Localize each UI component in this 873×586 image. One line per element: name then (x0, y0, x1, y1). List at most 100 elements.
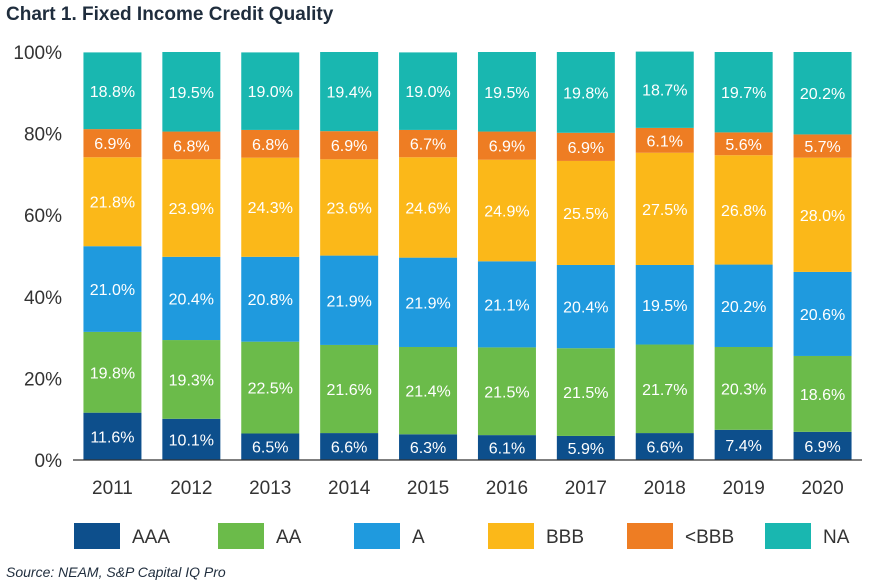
bar-bbb-2013 (241, 157, 300, 257)
bar-aaa-2014 (320, 433, 379, 460)
bar-bbb-2020 (793, 157, 852, 272)
data-label-aaa: 6.6% (647, 440, 683, 457)
x-tick-label: 2016 (486, 478, 528, 499)
bar-bbb-2011 (83, 157, 142, 247)
data-label-a: 21.9% (405, 295, 450, 312)
bar-aaa-2013 (241, 433, 300, 460)
legend-swatch-na (765, 523, 811, 549)
bar-aa-2011 (83, 331, 142, 413)
x-tick-label: 2012 (170, 478, 212, 499)
data-label-a: 20.2% (721, 299, 766, 316)
bar-aaa-2012 (162, 418, 221, 460)
data-label-aaa: 10.1% (169, 432, 214, 449)
data-label-aa: 19.3% (169, 372, 214, 389)
data-label-aaa: 7.4% (725, 438, 761, 455)
x-tick-label: 2014 (328, 478, 371, 499)
x-tick-label: 2019 (723, 478, 765, 499)
legend-swatch-below-bbb (627, 523, 673, 549)
data-label-aa: 21.6% (326, 382, 371, 399)
y-tick-label: 100% (13, 43, 62, 64)
data-label-aa: 21.4% (405, 384, 450, 401)
legend-label: BBB (546, 527, 584, 548)
bar-below-bbb-2020 (793, 134, 852, 158)
data-label-a: 20.6% (800, 307, 845, 324)
bar-bbb-2017 (556, 160, 615, 265)
bar-na-2011 (83, 52, 142, 130)
bar-na-2013 (241, 52, 300, 130)
bar-aaa-2017 (556, 435, 615, 460)
legend-swatch-a (354, 523, 400, 549)
bar-a-2014 (320, 255, 379, 345)
bar-a-2012 (162, 256, 221, 341)
legend-label: A (412, 527, 425, 548)
data-label-aaa: 6.1% (489, 441, 525, 458)
x-tick-label: 2015 (407, 478, 449, 499)
bar-aa-2014 (320, 344, 379, 434)
bar-bbb-2015 (399, 157, 458, 258)
data-label-a: 21.1% (484, 297, 529, 314)
data-label-bbb: 27.5% (642, 202, 687, 219)
x-tick-label: 2013 (249, 478, 291, 499)
bar-aa-2013 (241, 341, 300, 434)
data-label-aa: 20.3% (721, 381, 766, 398)
data-label-aa: 21.5% (563, 385, 608, 402)
y-tick-label: 60% (24, 206, 62, 227)
data-label-below-bbb: 6.1% (647, 133, 683, 150)
bar-below-bbb-2015 (399, 129, 458, 158)
data-label-bbb: 26.8% (721, 203, 766, 220)
data-label-aaa: 6.9% (804, 439, 840, 456)
bar-aa-2020 (793, 355, 852, 432)
bar-na-2014 (320, 52, 379, 132)
data-label-na: 19.5% (169, 85, 214, 102)
bar-na-2020 (793, 52, 852, 135)
data-label-a: 21.9% (326, 293, 371, 310)
bar-na-2015 (399, 52, 458, 130)
data-label-below-bbb: 5.6% (725, 137, 761, 154)
data-label-aaa: 6.6% (331, 440, 367, 457)
x-tick-label: 2020 (801, 478, 843, 499)
bar-a-2013 (241, 256, 300, 342)
data-label-aa: 19.8% (90, 365, 135, 382)
data-label-bbb: 25.5% (563, 206, 608, 223)
bar-a-2015 (399, 257, 458, 347)
data-label-below-bbb: 6.8% (252, 137, 288, 154)
data-label-aa: 21.5% (484, 384, 529, 401)
legend-label: <BBB (685, 527, 734, 548)
bar-aa-2017 (556, 348, 615, 436)
data-label-aa: 21.7% (642, 382, 687, 399)
bar-below-bbb-2012 (162, 131, 221, 160)
bar-na-2016 (477, 52, 536, 132)
legend-label: AA (276, 527, 302, 548)
data-label-a: 20.4% (563, 300, 608, 317)
bar-aaa-2015 (399, 434, 458, 460)
data-label-below-bbb: 6.8% (173, 138, 209, 155)
y-tick-label: 80% (24, 125, 62, 146)
bar-a-2020 (793, 271, 852, 356)
legend-swatch-bbb (488, 523, 534, 549)
data-label-aaa: 11.6% (90, 429, 134, 446)
data-label-na: 19.8% (563, 85, 608, 102)
data-label-a: 21.0% (90, 282, 135, 299)
bar-below-bbb-2014 (320, 131, 379, 160)
bar-a-2017 (556, 264, 615, 349)
data-label-bbb: 28.0% (800, 208, 845, 225)
bar-aaa-2011 (83, 412, 142, 460)
data-label-bbb: 24.6% (405, 200, 450, 217)
legend-swatch-aaa (74, 523, 120, 549)
bar-aa-2015 (399, 346, 458, 435)
data-label-bbb: 23.6% (326, 200, 371, 217)
data-label-na: 19.4% (326, 85, 371, 102)
data-label-below-bbb: 6.9% (568, 140, 604, 157)
bar-aaa-2019 (714, 429, 773, 460)
legend-label: AAA (132, 527, 170, 548)
bar-aa-2018 (635, 344, 694, 434)
data-label-bbb: 23.9% (169, 201, 214, 218)
data-label-aaa: 6.5% (252, 440, 288, 457)
chart-source: Source: NEAM, S&P Capital IQ Pro (6, 564, 226, 580)
data-label-na: 19.5% (484, 85, 529, 102)
bar-a-2018 (635, 264, 694, 345)
bar-a-2011 (83, 246, 142, 332)
data-label-below-bbb: 6.9% (331, 138, 367, 155)
bar-aaa-2016 (477, 435, 536, 460)
